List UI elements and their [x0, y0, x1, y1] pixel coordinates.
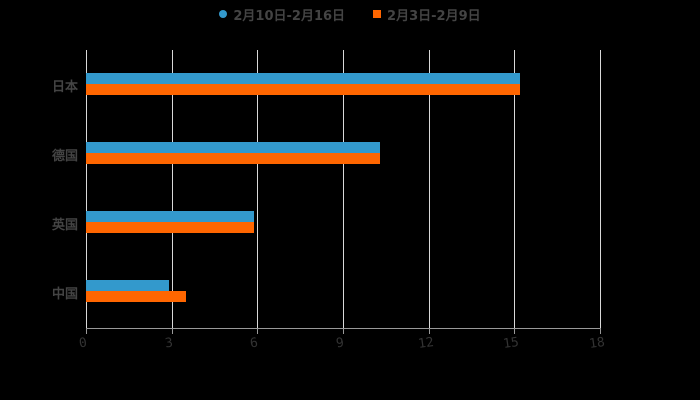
bar-2[interactable] — [86, 153, 381, 164]
legend-label-series-1: 2月10日-2月16日 — [233, 8, 346, 24]
gridline — [600, 50, 601, 328]
bar-2[interactable] — [86, 222, 255, 233]
gridline — [429, 50, 430, 328]
legend-swatch-series-2 — [373, 10, 382, 18]
legend-item-series-1[interactable]: 2月10日-2月16日 — [219, 5, 345, 24]
gridline — [343, 50, 344, 328]
gridline — [257, 50, 258, 328]
x-tick — [429, 328, 430, 334]
bar-2[interactable] — [86, 84, 521, 95]
bar-2[interactable] — [86, 291, 186, 302]
y-category-label: 德国 — [51, 149, 78, 164]
legend-label-series-2: 2月3日-2月9日 — [387, 8, 481, 24]
x-tick — [514, 328, 515, 334]
x-tick — [343, 328, 344, 334]
bar-1[interactable] — [86, 73, 521, 84]
x-tick-label: 9 — [335, 335, 345, 352]
gridline — [172, 50, 173, 328]
bar-1[interactable] — [86, 211, 255, 222]
bar-1[interactable] — [86, 280, 169, 291]
x-tick-label: 18 — [588, 334, 606, 353]
gridline — [514, 50, 515, 328]
y-category-label: 中国 — [51, 287, 78, 302]
bar-1[interactable] — [86, 142, 381, 153]
legend-swatch-series-1 — [219, 10, 228, 18]
y-category-label: 日本 — [51, 80, 78, 95]
x-tick-label: 15 — [502, 334, 520, 353]
gridline — [86, 50, 87, 328]
x-axis-line — [86, 328, 600, 329]
x-tick — [600, 328, 601, 334]
x-tick — [172, 328, 173, 334]
chart-legend: 2月10日-2月16日 2月3日-2月9日 — [0, 4, 700, 24]
x-tick — [257, 328, 258, 334]
x-tick-label: 0 — [78, 335, 88, 352]
x-tick-label: 6 — [249, 335, 259, 352]
x-tick — [86, 328, 87, 334]
x-tick-label: 12 — [417, 334, 435, 353]
legend-item-series-2[interactable]: 2月3日-2月9日 — [373, 5, 481, 24]
y-category-label: 英国 — [51, 218, 78, 233]
x-tick-label: 3 — [164, 335, 174, 352]
